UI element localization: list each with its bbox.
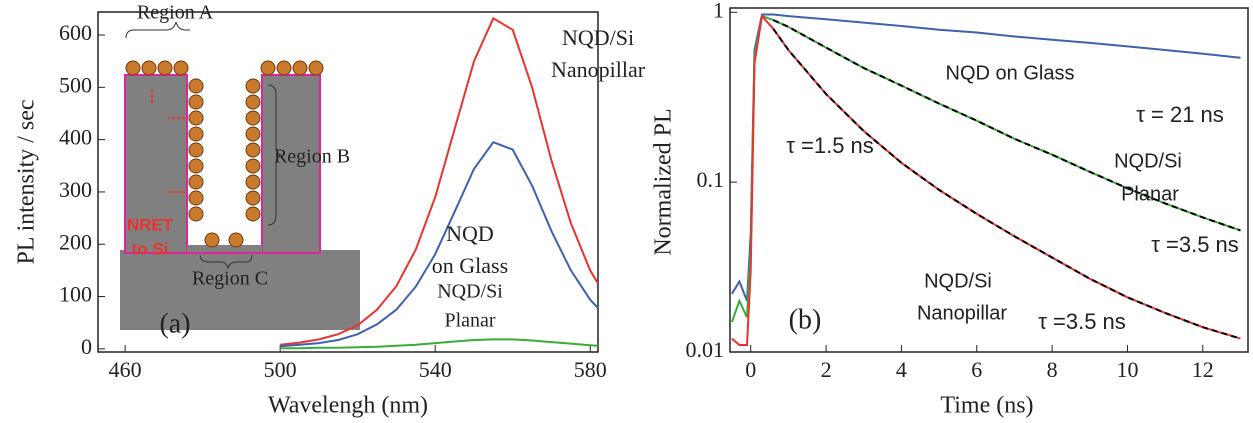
annotation: NQD/Si xyxy=(437,281,503,303)
y-tick-label: 1 xyxy=(713,0,724,22)
y-tick-label: 500 xyxy=(59,72,92,97)
y-tick-label: 100 xyxy=(59,282,92,307)
y-axis-label: Normalized PL xyxy=(651,108,677,255)
annotation: to Si xyxy=(132,239,169,258)
pillar xyxy=(124,74,188,254)
y-tick-label: 300 xyxy=(59,177,92,202)
y-tick-label: 0.1 xyxy=(697,167,725,192)
annotation: τ =3.5 ns xyxy=(1038,309,1126,334)
annotation: Nanopillar xyxy=(551,57,646,82)
annotation: (a) xyxy=(159,308,190,339)
annotation: Nanopillar xyxy=(917,302,1007,324)
brace xyxy=(267,84,283,226)
annotation: NQD on Glass xyxy=(946,62,1075,84)
x-tick-label: 4 xyxy=(896,357,907,382)
annotation: NRET xyxy=(127,215,174,234)
annotation: Planar xyxy=(1121,183,1179,205)
annotation: NQD/Si xyxy=(1114,150,1182,172)
annotation: Region A xyxy=(137,2,214,24)
nanocrystals xyxy=(125,60,324,248)
y-tick-label: 600 xyxy=(59,20,92,45)
x-tick-label: 580 xyxy=(574,357,607,382)
annotation: NQD xyxy=(446,221,494,246)
x-tick-label: 460 xyxy=(109,357,142,382)
brace xyxy=(125,21,190,39)
annotation: Planar xyxy=(444,310,495,332)
x-tick-label: 540 xyxy=(419,357,452,382)
y-tick-label: 200 xyxy=(59,229,92,254)
series-line xyxy=(280,16,599,346)
pillar xyxy=(261,74,321,254)
x-tick-label: 500 xyxy=(264,357,297,382)
annotation: NQD/Si xyxy=(924,270,992,292)
x-axis-label: Time (ns) xyxy=(940,393,1033,419)
annotation: τ =1.5 ns xyxy=(786,133,874,158)
annotation: τ =3.5 ns xyxy=(1151,232,1239,257)
y-tick-label: 0.01 xyxy=(686,337,725,362)
inset-diagram xyxy=(120,21,360,330)
brace xyxy=(199,254,253,270)
x-tick-label: 8 xyxy=(1047,357,1058,382)
x-axis-label: Wavelengh (nm) xyxy=(268,393,428,419)
x-tick-label: 0 xyxy=(745,357,756,382)
series-line xyxy=(772,28,1241,340)
x-tick-label: 10 xyxy=(1116,357,1138,382)
plot-frame xyxy=(729,7,1249,353)
annotation: Region B xyxy=(274,146,350,168)
annotation: on Glass xyxy=(432,253,508,278)
substrate xyxy=(120,250,360,330)
annotation: (b) xyxy=(789,304,822,335)
x-tick-label: 2 xyxy=(821,357,832,382)
y-tick-label: 0 xyxy=(81,334,92,359)
y-tick-label: 400 xyxy=(59,125,92,150)
annotation: τ = 21 ns xyxy=(1136,102,1224,127)
series-line xyxy=(280,140,599,348)
annotation: NQD/Si xyxy=(562,25,634,50)
trench xyxy=(187,245,262,253)
annotation: Region C xyxy=(192,268,268,290)
nret-arrows xyxy=(151,90,185,193)
x-tick-label: 6 xyxy=(971,357,982,382)
plot-frame xyxy=(97,11,599,353)
x-tick-label: 12 xyxy=(1192,357,1214,382)
y-axis-label: PL intensity / sec xyxy=(14,99,40,264)
series-line xyxy=(280,338,599,350)
